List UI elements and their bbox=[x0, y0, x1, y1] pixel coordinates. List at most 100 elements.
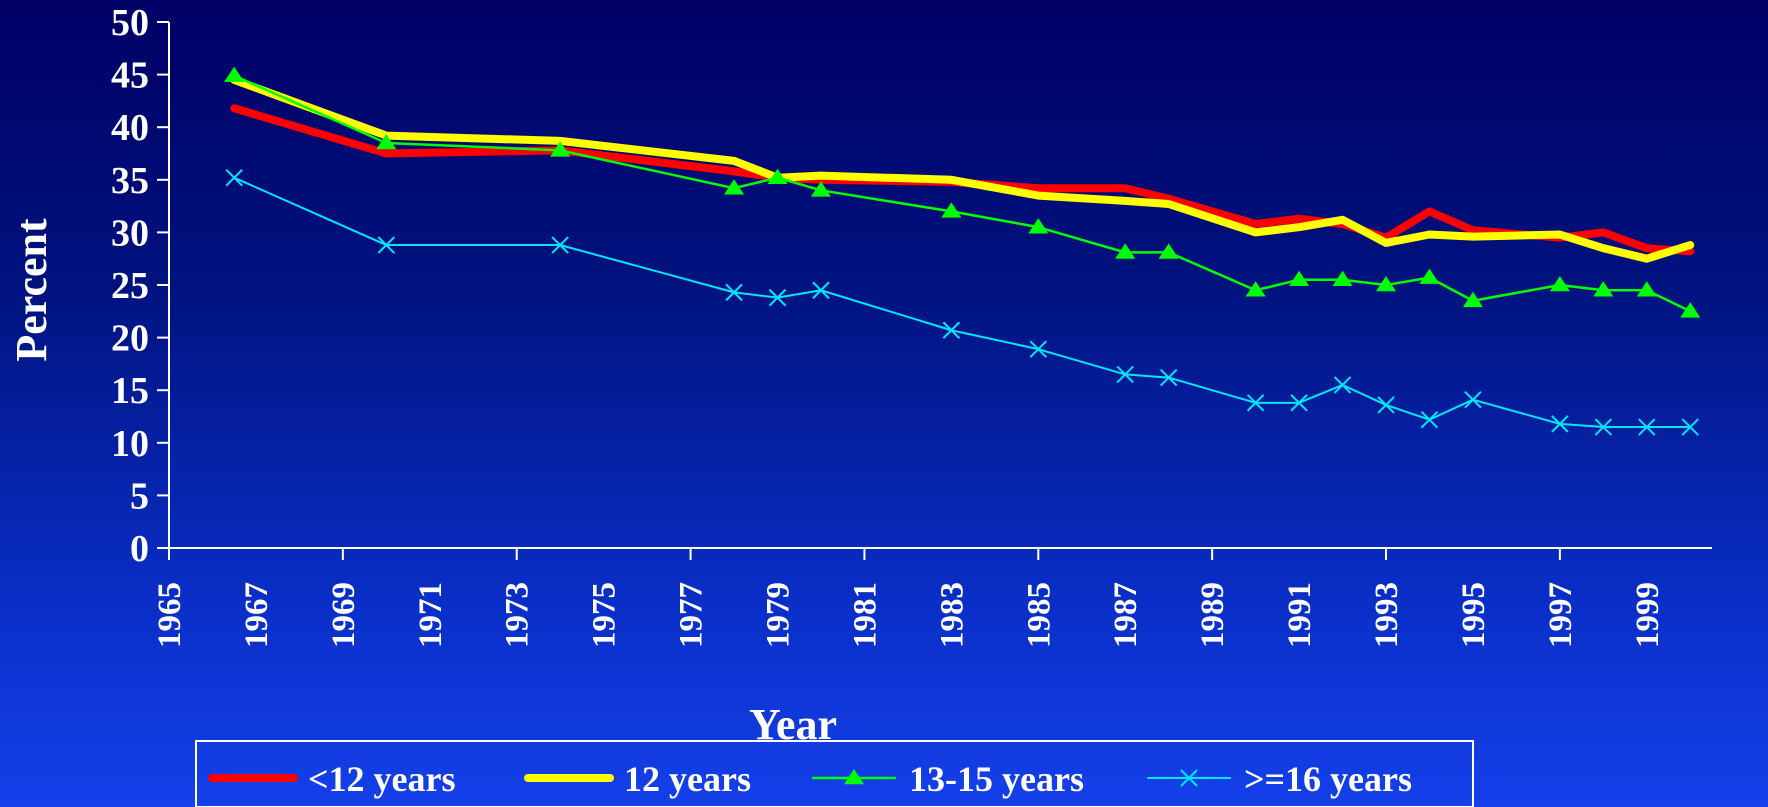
y-tick-label: 50 bbox=[111, 2, 149, 44]
data-point-x-stroke bbox=[1551, 415, 1569, 433]
legend-label: 13-15 years bbox=[909, 759, 1084, 799]
data-point-x bbox=[812, 281, 830, 299]
data-point-x-stroke bbox=[1594, 418, 1613, 436]
data-point-x bbox=[1594, 418, 1613, 436]
x-tick-label: 1981 bbox=[847, 582, 883, 648]
y-tick-label: 15 bbox=[111, 370, 149, 412]
data-point-x-stroke bbox=[1180, 769, 1198, 787]
data-point-x bbox=[768, 288, 787, 307]
data-point-triangle bbox=[1158, 243, 1179, 259]
data-point-triangle bbox=[767, 168, 788, 184]
data-point-x bbox=[1116, 365, 1134, 384]
series-layer bbox=[224, 66, 1701, 436]
x-tick-label: 1967 bbox=[239, 582, 275, 648]
legend-label: <12 years bbox=[308, 759, 455, 799]
data-point-x bbox=[1377, 396, 1395, 414]
y-tick-label: 0 bbox=[130, 528, 149, 570]
x-tick-label: 1983 bbox=[934, 582, 970, 648]
data-point-triangle bbox=[1419, 268, 1440, 284]
data-point-x-stroke bbox=[768, 288, 787, 307]
data-point-x-stroke bbox=[1029, 340, 1048, 358]
data-point-x-stroke bbox=[1638, 418, 1656, 436]
y-tick-label: 25 bbox=[111, 265, 149, 307]
data-point-x-stroke bbox=[942, 321, 961, 339]
y-tick-label: 30 bbox=[111, 212, 149, 254]
data-point-triangle bbox=[1680, 302, 1701, 318]
y-tick-label: 45 bbox=[111, 55, 149, 97]
data-point-triangle bbox=[1462, 291, 1483, 308]
series-line-13-15-years bbox=[232, 74, 1692, 313]
data-point-triangle bbox=[1289, 270, 1310, 287]
data-point-x-stroke bbox=[812, 281, 830, 299]
x-tick-label: 1977 bbox=[674, 582, 710, 648]
x-tick-label: 1989 bbox=[1195, 582, 1231, 648]
legend-box bbox=[195, 740, 1474, 807]
data-point-x bbox=[1180, 769, 1198, 787]
data-point-x bbox=[725, 283, 743, 302]
x-tick-label: 1969 bbox=[326, 582, 362, 648]
data-point-x bbox=[1464, 390, 1482, 409]
series-line-16-years bbox=[233, 176, 1692, 429]
x-ticks: 1965 1967 1969 1971 1973 1975 1977 1979 1981 1983… bbox=[152, 548, 1666, 648]
y-tick-label: 40 bbox=[111, 107, 149, 149]
data-point-x-stroke bbox=[551, 236, 569, 254]
series-line-12-years bbox=[230, 75, 1695, 263]
data-point-x-stroke bbox=[1159, 368, 1178, 387]
y-ticks: 0 5 10 15 20 25 30 35 40 45 50 bbox=[111, 2, 169, 570]
x-tick-label: 1987 bbox=[1108, 582, 1144, 648]
data-point-triangle bbox=[724, 179, 745, 195]
data-point-x bbox=[1029, 340, 1048, 358]
x-tick-label: 1973 bbox=[500, 582, 536, 648]
y-tick-label: 10 bbox=[111, 423, 149, 465]
x-tick-label: 1965 bbox=[152, 582, 188, 648]
data-point-x-stroke bbox=[1290, 394, 1308, 412]
data-point-x-stroke bbox=[725, 283, 743, 302]
data-point-x bbox=[1551, 415, 1569, 433]
data-point-x-stroke bbox=[1246, 394, 1265, 412]
data-point-triangle bbox=[550, 141, 571, 157]
data-point-triangle bbox=[1549, 276, 1570, 292]
legend-label: 12 years bbox=[624, 759, 751, 799]
data-point-x bbox=[942, 321, 961, 339]
data-point-triangle bbox=[1028, 218, 1049, 234]
x-tick-label: 1995 bbox=[1456, 582, 1492, 648]
y-axis-title: Percent bbox=[7, 218, 56, 362]
data-point-triangle bbox=[224, 66, 245, 82]
data-point-triangle bbox=[810, 181, 831, 197]
x-tick-label: 1985 bbox=[1021, 582, 1057, 648]
y-tick-label: 35 bbox=[111, 160, 149, 202]
data-point-x bbox=[1159, 368, 1178, 387]
y-tick-label: 5 bbox=[130, 475, 149, 517]
data-point-x-stroke bbox=[1377, 396, 1395, 414]
x-tick-label: 1979 bbox=[761, 582, 797, 648]
data-point-x bbox=[1333, 376, 1352, 394]
x-tick-label: 1991 bbox=[1282, 582, 1318, 648]
data-point-x bbox=[1420, 410, 1439, 429]
data-point-triangle bbox=[844, 769, 864, 785]
data-point-x-stroke bbox=[1681, 418, 1699, 436]
legend: <12 years 12 years 13-15 years >=16 years bbox=[195, 740, 1474, 807]
data-point-triangle bbox=[376, 133, 397, 150]
data-point-x bbox=[225, 168, 243, 187]
data-point-x bbox=[1290, 394, 1308, 412]
data-point-x bbox=[1246, 394, 1265, 412]
data-point-x-stroke bbox=[1333, 376, 1352, 394]
y-tick-label: 20 bbox=[111, 318, 149, 360]
x-tick-label: 1971 bbox=[413, 582, 449, 648]
axes bbox=[168, 22, 1712, 549]
data-point-triangle bbox=[1376, 276, 1397, 292]
data-point-x bbox=[551, 236, 569, 254]
data-point-x-stroke bbox=[1464, 390, 1482, 409]
data-point-x bbox=[1638, 418, 1656, 436]
data-point-triangle bbox=[941, 202, 962, 218]
data-point-x bbox=[1681, 418, 1699, 436]
x-tick-label: 1997 bbox=[1543, 582, 1579, 648]
x-tick-label: 1999 bbox=[1630, 582, 1666, 648]
legend-label: >=16 years bbox=[1244, 759, 1412, 799]
data-point-x-stroke bbox=[1420, 410, 1439, 429]
data-point-x-stroke bbox=[377, 236, 396, 254]
x-tick-label: 1993 bbox=[1369, 582, 1405, 648]
data-point-triangle bbox=[1332, 270, 1353, 287]
x-tick-label: 1975 bbox=[587, 582, 623, 648]
